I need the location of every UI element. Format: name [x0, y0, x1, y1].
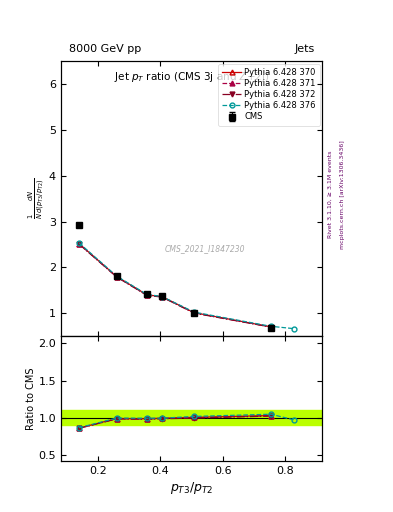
Pythia 6.428 376	[292, 326, 297, 332]
Y-axis label: Ratio to CMS: Ratio to CMS	[26, 367, 35, 430]
Pythia 6.428 371	[160, 294, 164, 300]
Pythia 6.428 376	[114, 273, 119, 279]
Line: Pythia 6.428 376: Pythia 6.428 376	[77, 241, 297, 331]
Legend: Pythia 6.428 370, Pythia 6.428 371, Pythia 6.428 372, Pythia 6.428 376, CMS: Pythia 6.428 370, Pythia 6.428 371, Pyth…	[218, 64, 320, 125]
Pythia 6.428 376	[77, 240, 81, 246]
Pythia 6.428 371	[192, 310, 196, 316]
Pythia 6.428 370	[192, 310, 196, 316]
Pythia 6.428 370	[268, 324, 273, 330]
Text: Rivet 3.1.10, ≥ 3.1M events: Rivet 3.1.10, ≥ 3.1M events	[328, 151, 333, 238]
Pythia 6.428 370	[77, 241, 81, 247]
Bar	[61, 410, 322, 425]
Pythia 6.428 371	[77, 241, 81, 247]
Y-axis label: $\frac{1}{N}\frac{dN}{d(p_{T3}/p_{T2})}$: $\frac{1}{N}\frac{dN}{d(p_{T3}/p_{T2})}$	[26, 178, 46, 219]
Text: mcplots.cern.ch [arXiv:1306.3436]: mcplots.cern.ch [arXiv:1306.3436]	[340, 140, 345, 249]
Pythia 6.428 370	[114, 273, 119, 280]
X-axis label: $p_{T3}/p_{T2}$: $p_{T3}/p_{T2}$	[170, 480, 213, 496]
Pythia 6.428 376	[268, 323, 273, 329]
Pythia 6.428 371	[268, 324, 273, 330]
Pythia 6.428 371	[145, 292, 149, 298]
Line: Pythia 6.428 370: Pythia 6.428 370	[77, 241, 274, 329]
Pythia 6.428 370	[145, 292, 149, 298]
Pythia 6.428 370	[160, 293, 164, 300]
Text: CMS_2021_I1847230: CMS_2021_I1847230	[164, 244, 245, 252]
Pythia 6.428 372	[268, 324, 273, 330]
Text: 8000 GeV pp: 8000 GeV pp	[69, 44, 141, 54]
Line: Pythia 6.428 371: Pythia 6.428 371	[77, 241, 274, 329]
Pythia 6.428 372	[114, 274, 119, 280]
Text: Jets: Jets	[294, 44, 314, 54]
Pythia 6.428 372	[160, 294, 164, 300]
Pythia 6.428 376	[160, 293, 164, 300]
Line: Pythia 6.428 372: Pythia 6.428 372	[77, 242, 274, 330]
Text: Jet $p_T$ ratio (CMS 3j and Z+2j): Jet $p_T$ ratio (CMS 3j and Z+2j)	[114, 70, 269, 83]
Pythia 6.428 372	[192, 310, 196, 316]
Pythia 6.428 371	[114, 274, 119, 280]
Pythia 6.428 376	[145, 291, 149, 297]
Pythia 6.428 372	[145, 292, 149, 298]
Pythia 6.428 372	[77, 241, 81, 247]
Pythia 6.428 376	[192, 309, 196, 315]
